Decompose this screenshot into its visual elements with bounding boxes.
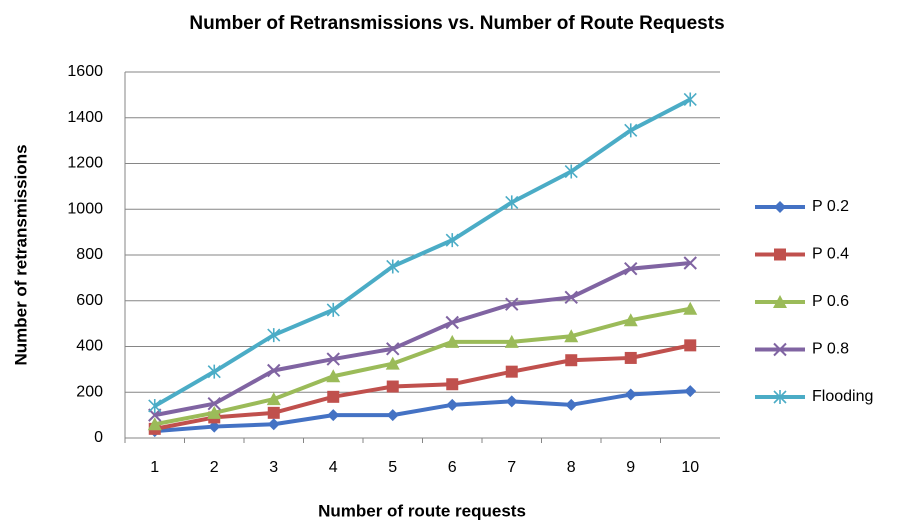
data-point: [565, 398, 578, 411]
data-point: [148, 408, 162, 422]
y-tick-label: 0: [94, 429, 103, 446]
data-point: [624, 351, 637, 364]
data-point: [624, 388, 637, 401]
legend-label: Flooding: [812, 388, 873, 405]
x-tick-label: 5: [388, 459, 397, 476]
legend-marker: [773, 342, 787, 357]
data-point: [564, 329, 579, 343]
data-point: [445, 233, 459, 248]
data-point: [683, 92, 697, 107]
legend-marker: [773, 390, 787, 404]
y-tick-label: 200: [76, 383, 103, 400]
y-tick-label: 1400: [67, 109, 103, 126]
legend-marker: [774, 248, 786, 261]
data-point: [684, 339, 697, 352]
data-point: [326, 352, 340, 366]
x-tick-label: 10: [681, 459, 699, 476]
data-point: [564, 164, 578, 179]
data-point: [505, 365, 518, 378]
y-axis-title: Number of retransmissions: [11, 144, 30, 365]
data-point: [386, 342, 400, 356]
data-point: [505, 297, 519, 311]
x-tick-label: 9: [626, 459, 635, 476]
data-point: [446, 378, 459, 391]
y-tick-label: 800: [76, 246, 103, 263]
data-point: [208, 420, 221, 433]
x-tick-label: 4: [329, 459, 338, 476]
data-point: [623, 313, 638, 327]
data-point: [267, 363, 281, 378]
data-point: [147, 417, 162, 431]
series-line: [154, 343, 691, 431]
x-tick-label: 2: [210, 459, 219, 476]
y-tick-label: 1000: [67, 200, 103, 217]
x-tick-label: 6: [448, 459, 457, 476]
data-point: [565, 354, 578, 367]
legend-label: P 0.4: [812, 246, 849, 263]
data-point: [386, 380, 399, 393]
data-point: [385, 356, 400, 370]
data-point: [267, 406, 280, 419]
data-point: [148, 398, 162, 413]
y-tick-label: 1200: [67, 155, 103, 172]
data-point: [683, 256, 697, 270]
y-tick-label: 1600: [67, 63, 103, 80]
data-point: [505, 395, 518, 408]
data-point: [564, 290, 578, 305]
series-line: [154, 389, 691, 434]
data-point: [327, 390, 340, 403]
data-point: [684, 385, 697, 398]
data-point: [445, 315, 459, 330]
data-point: [446, 398, 459, 411]
data-point: [624, 123, 638, 138]
data-point: [267, 418, 280, 431]
legend-marker: [773, 295, 787, 308]
series-line: [153, 97, 692, 408]
data-point: [683, 301, 698, 315]
series-line: [154, 306, 691, 427]
data-point: [624, 262, 638, 276]
series-line: [154, 261, 691, 418]
data-point: [266, 392, 281, 406]
legend-marker: [774, 201, 786, 213]
x-tick-label: 7: [507, 459, 516, 476]
y-tick-label: 600: [76, 292, 103, 309]
chart-title: Number of Retransmissions vs. Number of …: [189, 13, 724, 34]
y-tick-label: 400: [76, 338, 103, 355]
data-point: [326, 369, 341, 383]
x-tick-label: 8: [567, 459, 576, 476]
data-point: [386, 259, 400, 274]
x-axis-title: Number of route requests: [318, 501, 526, 520]
data-point: [207, 364, 221, 379]
data-point: [326, 302, 340, 317]
data-point: [445, 334, 460, 348]
legend-label: P 0.8: [812, 341, 849, 358]
data-point: [267, 328, 281, 343]
data-point: [207, 396, 221, 411]
x-tick-label: 3: [269, 459, 278, 476]
x-tick-label: 1: [150, 459, 159, 476]
data-point: [386, 409, 399, 422]
data-point: [327, 409, 340, 422]
data-point: [505, 195, 519, 210]
legend-label: P 0.6: [812, 293, 849, 310]
data-point: [504, 334, 519, 348]
legend-label: P 0.2: [812, 198, 849, 215]
data-point: [207, 405, 222, 419]
